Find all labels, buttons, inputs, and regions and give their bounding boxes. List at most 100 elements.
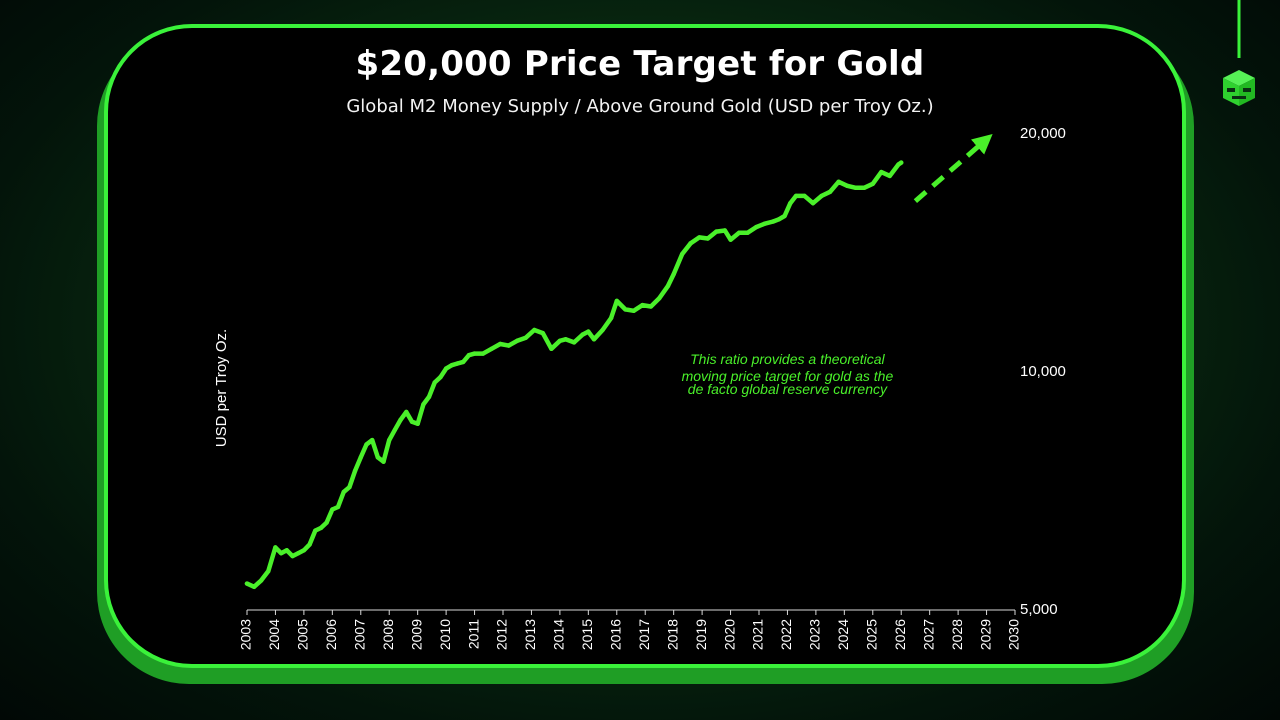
x-tick-label: 2007: [352, 619, 368, 650]
cube-mascot-icon: [1223, 0, 1255, 106]
projection-arrow: [913, 133, 993, 203]
data-point: [648, 304, 654, 309]
data-point: [862, 185, 867, 190]
data-point: [426, 394, 432, 400]
data-point: [776, 217, 782, 222]
x-tick-label: 2017: [636, 619, 652, 650]
data-point: [523, 335, 528, 340]
x-tick-label: 2018: [664, 619, 680, 650]
x-tick-label: 2022: [778, 619, 794, 650]
data-point: [591, 337, 597, 342]
data-point: [449, 363, 454, 368]
x-tick-label: 2015: [579, 619, 595, 650]
data-point: [515, 338, 520, 343]
x-tick-label: 2011: [465, 619, 481, 649]
data-point: [278, 551, 284, 556]
x-tick-label: 2030: [1006, 619, 1022, 650]
annotation-text: de facto global reserve currency: [688, 381, 888, 397]
x-tick-label: 2026: [892, 619, 908, 650]
data-point: [714, 229, 719, 234]
data-point: [364, 442, 369, 447]
data-point: [899, 160, 904, 165]
x-tick-label: 2028: [949, 619, 965, 650]
x-tick-label: 2006: [323, 619, 339, 650]
data-point: [819, 193, 824, 199]
data-point: [614, 298, 619, 304]
data-point: [318, 525, 324, 531]
data-point: [290, 553, 295, 559]
data-point: [728, 237, 733, 242]
data-point: [640, 302, 645, 308]
data-point: [688, 241, 693, 246]
x-tick-label: 2021: [750, 619, 766, 650]
data-point: [421, 402, 426, 407]
data-point: [745, 230, 750, 235]
data-point: [571, 340, 577, 345]
data-point: [370, 437, 375, 443]
data-point: [557, 338, 563, 343]
data-point: [347, 485, 352, 490]
data-point: [793, 193, 799, 199]
data-point: [549, 346, 554, 351]
data-point: [443, 366, 449, 371]
data-point: [827, 189, 833, 194]
data-point: [600, 327, 605, 333]
data-point: [358, 455, 363, 460]
y-tick-label: 20,000: [1020, 125, 1066, 142]
data-point: [480, 351, 486, 356]
data-point: [251, 584, 257, 589]
y-tick-label: 5,000: [1020, 601, 1058, 618]
data-point: [472, 351, 477, 356]
x-tick-label: 2024: [835, 619, 851, 650]
data-point: [404, 409, 409, 415]
x-tick-label: 2020: [721, 619, 737, 650]
data-point: [697, 235, 702, 240]
x-tick-label: 2010: [437, 619, 453, 650]
data-point: [387, 437, 392, 443]
data-point: [381, 459, 386, 464]
data-point: [810, 201, 816, 206]
data-point: [623, 307, 628, 312]
data-point: [489, 346, 494, 351]
data-point: [782, 213, 787, 219]
x-tick-label: 2025: [864, 619, 880, 650]
data-point: [580, 332, 585, 337]
data-point: [398, 417, 403, 422]
data-point: [671, 271, 676, 277]
data-point: [563, 337, 568, 342]
data-point: [341, 489, 346, 495]
series-line: [244, 160, 904, 590]
data-point: [324, 520, 329, 525]
chart-subtitle: Global M2 Money Supply / Above Ground Go…: [346, 96, 934, 117]
x-tick-label: 2012: [494, 619, 510, 650]
data-point: [879, 169, 884, 175]
data-point: [887, 173, 892, 179]
data-point: [266, 568, 271, 574]
data-point: [608, 315, 614, 321]
data-point: [680, 251, 685, 257]
data-point: [754, 224, 759, 230]
x-tick-label: 2019: [693, 619, 709, 650]
x-tick-label: 2023: [807, 619, 823, 650]
data-point: [771, 219, 776, 224]
x-tick-label: 2009: [408, 619, 424, 650]
data-point: [788, 201, 793, 206]
data-point: [498, 341, 503, 347]
data-point: [284, 548, 289, 553]
data-point: [438, 375, 443, 380]
x-tick-label: 2008: [380, 619, 396, 650]
data-point: [722, 228, 728, 233]
data-point: [335, 504, 341, 510]
chart-title: $20,000 Price Target for Gold: [355, 44, 925, 84]
data-point: [455, 361, 460, 366]
y-axis-label: USD per Troy Oz.: [213, 329, 230, 447]
data-point: [313, 528, 318, 533]
data-point: [506, 343, 511, 348]
data-point: [301, 548, 307, 553]
data-point: [330, 507, 335, 512]
data-point: [375, 455, 380, 460]
annotation-text: moving price target for gold as the: [682, 368, 894, 384]
data-point: [307, 542, 312, 547]
data-point: [466, 353, 472, 358]
chart-panel: [104, 24, 1186, 668]
